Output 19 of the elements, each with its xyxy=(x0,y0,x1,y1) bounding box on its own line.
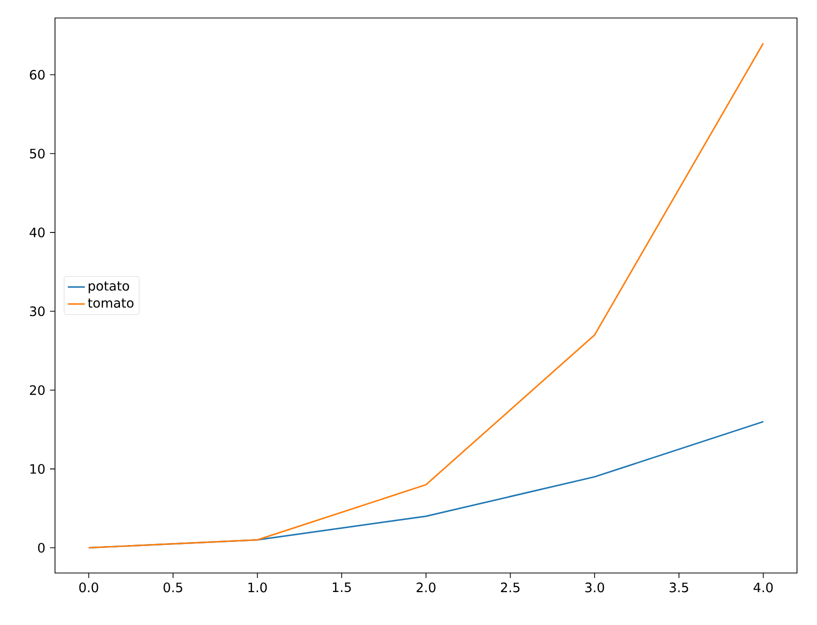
y-tick-label: 50 xyxy=(30,148,45,158)
legend-label: tomato xyxy=(88,298,134,308)
x-tick-label: 2.5 xyxy=(500,582,520,592)
y-tick-label: 10 xyxy=(30,464,45,474)
x-tick-label: 1.0 xyxy=(248,582,267,592)
y-tick-label: 30 xyxy=(30,306,45,316)
x-tick-label: 4.0 xyxy=(754,582,773,592)
x-tick-label: 3.0 xyxy=(585,582,604,592)
x-tick-label: 0.0 xyxy=(79,582,98,592)
y-tick-label: 60 xyxy=(30,70,45,80)
line-series xyxy=(88,42,764,549)
y-tick-label: 0 xyxy=(38,542,45,553)
y-tick-label: 20 xyxy=(30,385,45,396)
x-tick-label: 3.5 xyxy=(670,582,688,592)
legend-label: potato xyxy=(88,281,130,294)
x-tick-label: 0.5 xyxy=(164,582,182,592)
x-tick-label: 1.5 xyxy=(332,582,351,592)
y-tick-label: 40 xyxy=(30,228,45,238)
x-tick-label: 2.0 xyxy=(416,582,436,592)
